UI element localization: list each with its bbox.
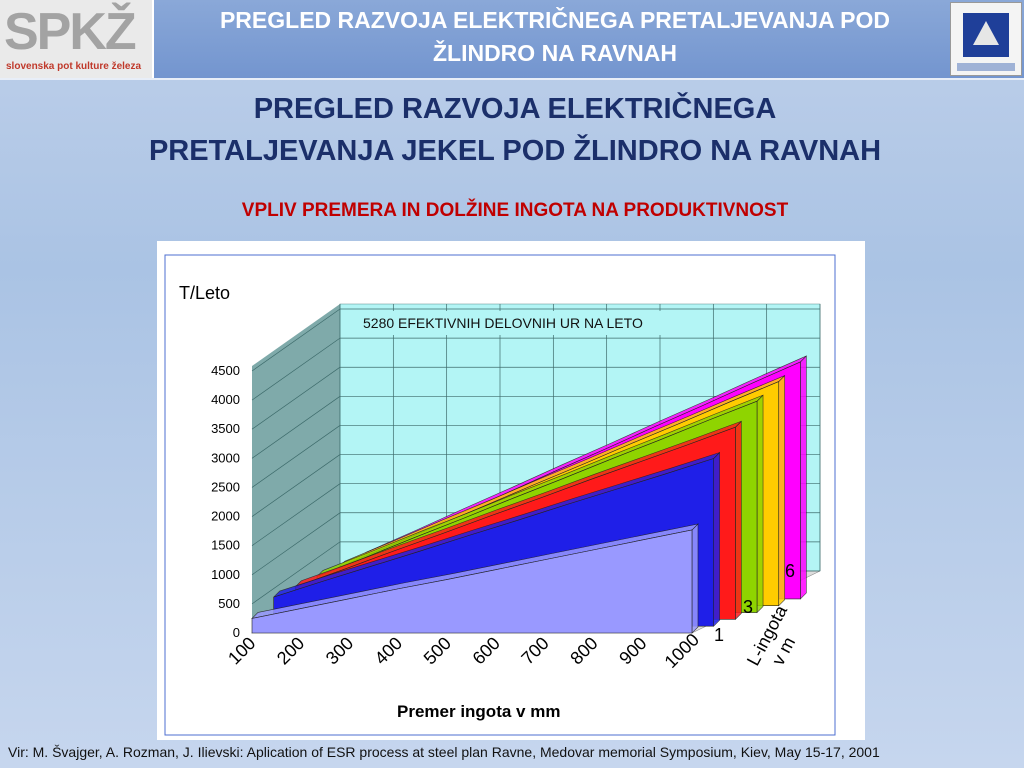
x-axis-label: Premer ingota v mm [397, 702, 560, 721]
slide-title-line-1: PREGLED RAZVOJA ELEKTRIČNEGA [253, 93, 777, 125]
series-area-front [251, 529, 693, 634]
grid-line-left [251, 425, 341, 488]
source-citation: Vir: M. Švajger, A. Rozman, J. Ilievski:… [8, 744, 880, 760]
series-area-side [691, 523, 699, 634]
y-tick-label: 4500 [211, 363, 240, 378]
grid-line-left [251, 512, 341, 576]
series-area-side [713, 451, 720, 627]
slide-header: SPKŽ slovenska pot kulture železa PREGLE… [0, 0, 1024, 80]
eu-badge-logo [950, 2, 1022, 76]
spkz-logo: SPKŽ slovenska pot kulture železa [0, 0, 154, 78]
pyramid-icon [973, 21, 999, 45]
y-axis-label: T/Leto [179, 283, 230, 303]
grid-line-left [251, 396, 341, 459]
series-area-side [756, 394, 764, 614]
z-tick-label: 3 [743, 597, 753, 617]
grid-line-left [251, 541, 341, 605]
y-tick-label: 1000 [211, 567, 240, 582]
chart-container: 0 500 1000 1500 2000 2500 3000 3500 4000 4500 100… [157, 241, 865, 740]
grid-line-left [251, 337, 341, 401]
header-title: PREGLED RAZVOJA ELEKTRIČNEGA PRETALJEVAN… [219, 7, 891, 66]
chart-left-wall [252, 304, 340, 633]
grid-line-left [251, 483, 341, 546]
y-tick-label: 3000 [211, 450, 240, 465]
chart-title-box [352, 311, 692, 335]
chart-title: 5280 EFEKTIVNIH DELOVNIH UR NA LETO [363, 315, 643, 331]
y-tick-label: 3500 [211, 421, 240, 436]
slide-subtitle: VPLIV PREMERA IN DOLŽINE INGOTA NA PRODU… [241, 200, 789, 221]
z-tick-label: 1 [714, 625, 724, 645]
logo-letters: SPKŽ [4, 3, 137, 61]
y-tick-label: 0 [233, 625, 240, 640]
series-area-side [800, 355, 807, 600]
grid-line-left [251, 454, 341, 517]
y-tick-label: 4000 [211, 392, 240, 407]
y-tick-label: 500 [218, 596, 240, 611]
badge-strip [957, 63, 1015, 71]
y-tick-label: 2500 [211, 479, 240, 494]
series-area-side [778, 374, 786, 607]
y-tick-label: 2000 [211, 509, 240, 524]
slide-title-line-2: PRETALJEVANJA JEKEL POD ŽLINDRO NA RAVNA… [148, 135, 882, 167]
grid-line-left [251, 366, 341, 430]
logo-subtitle: slovenska pot kulture železa [6, 61, 142, 72]
z-tick-label: 6 [785, 561, 795, 581]
slide-title: PREGLED RAZVOJA ELEKTRIČNEGA PRETALJEVAN… [60, 88, 970, 172]
series-area-side [735, 420, 742, 621]
grid-line-left [251, 308, 341, 372]
y-tick-label: 1500 [211, 538, 240, 553]
